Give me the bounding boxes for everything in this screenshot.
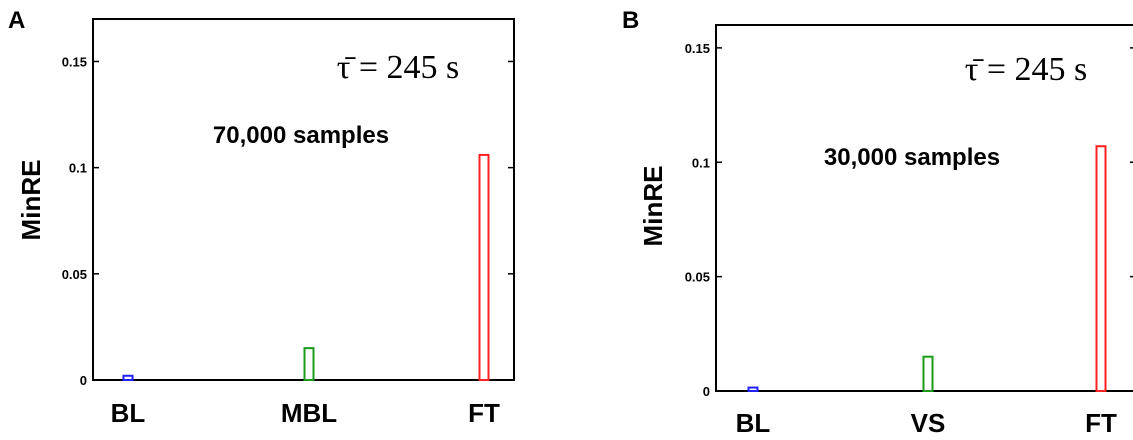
panel-a: A MinRE 00.050.10.15 BL MBL FT τ̄ = 245 s … [8, 7, 515, 428]
panel-b-y-tick-label: 0.15 [685, 41, 710, 56]
panel-a-bar-ft [478, 153, 490, 381]
panel-a-bars [122, 153, 490, 382]
panel-b-bars [747, 145, 1107, 393]
panel-b-bar-vs [922, 355, 934, 392]
panel-a-letter: A [8, 7, 25, 34]
panel-b-letter: B [622, 7, 639, 34]
panel-b-bar-bl [747, 386, 759, 393]
panel-a-y-ticks: 0 0.05 0.1 0.15 [62, 54, 514, 388]
panel-b-y-tick-label: 0.1 [692, 155, 710, 170]
panel-a-y-tick-label: 0.05 [62, 267, 87, 282]
panel-b-category-label-ft: FT [1085, 408, 1117, 438]
panel-a-y-tick-label: 0.15 [62, 54, 87, 69]
panel-a-category-label-ft: FT [468, 398, 500, 428]
panel-a-y-tick-label: 0 [80, 373, 87, 388]
panel-b: B MinRE 0 0.05 0.1 0.15 BL VS FT τ̄ = 245 s 3… [622, 7, 1133, 438]
panel-b-sample-count: 30,000 samples [824, 144, 1000, 171]
panel-b-category-label-vs: VS [911, 408, 946, 438]
panel-b-y-axis-label: MinRE [638, 166, 668, 247]
panel-a-formula: τ̄ = 245 s [337, 49, 460, 86]
panel-a-category-label-mbl: MBL [281, 398, 337, 428]
panel-b-formula: τ̄ = 245 s [965, 51, 1088, 88]
panel-a-sample-count: 70,000 samples [213, 122, 389, 149]
panel-a-bar-bl [122, 374, 134, 381]
panel-a-category-labels: BL MBL FT [111, 398, 500, 428]
panel-a-category-label-bl: BL [111, 398, 146, 428]
panel-b-category-labels: BL VS FT [736, 408, 1117, 438]
panel-b-y-tick-label: 0 [703, 384, 710, 399]
panel-b-bar-ft [1095, 145, 1107, 392]
panel-b-y-ticks: 0 0.05 0.1 0.15 [685, 41, 1133, 399]
panel-a-y-tick-label: 0.1 [69, 161, 87, 176]
panel-b-category-label-bl: BL [736, 408, 771, 438]
panel-b-y-tick-label: 0.05 [685, 270, 710, 285]
panel-a-bar-mbl [303, 347, 315, 382]
panel-a-y-axis-label: MinRE [16, 160, 46, 241]
